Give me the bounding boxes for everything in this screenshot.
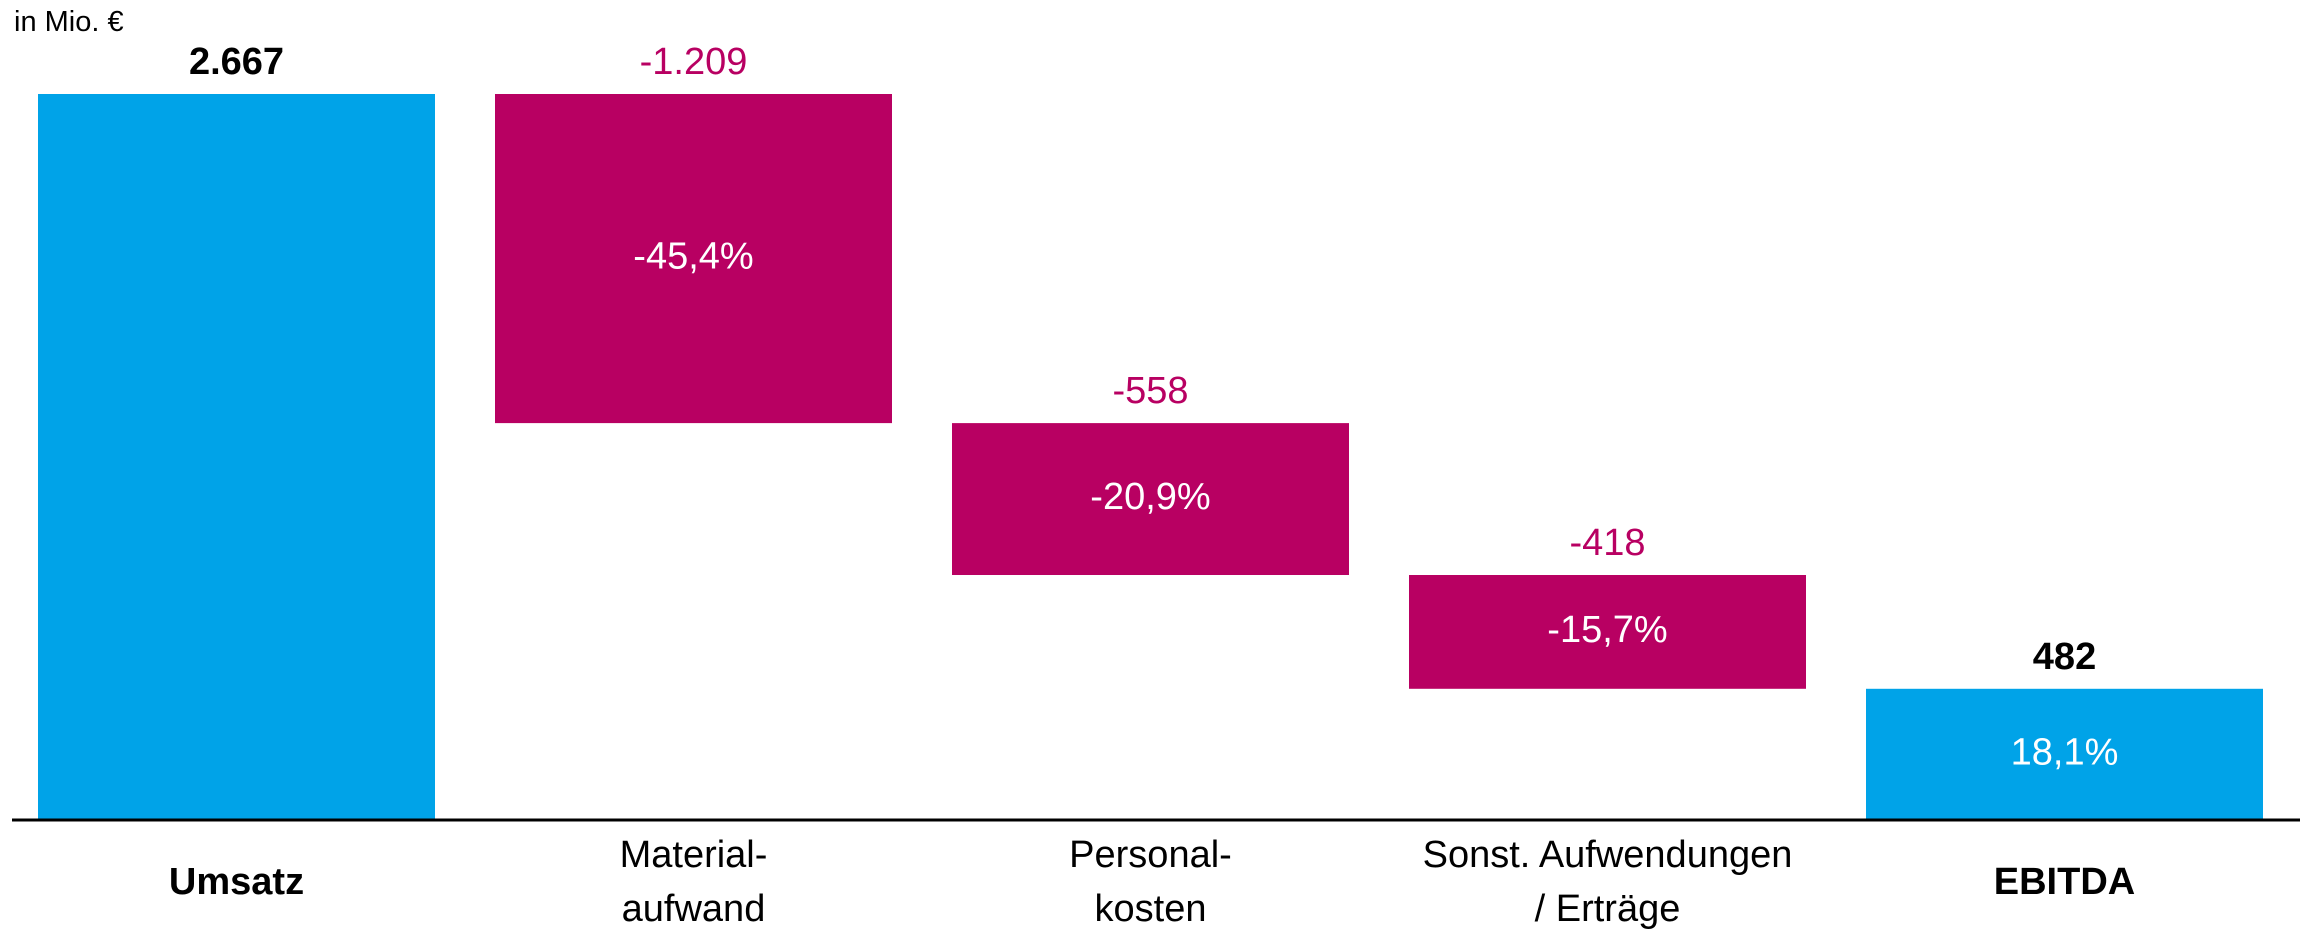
bar [38,94,435,820]
value-label: -418 [1569,522,1645,564]
share-label: -20,9% [1090,476,1210,518]
share-label: -45,4% [633,236,753,278]
bar [1866,688,2263,820]
bar [952,423,1349,576]
category-label: Personal- kosten [1069,834,1232,930]
value-label: 482 [2033,636,2096,678]
bar [1409,575,1806,689]
category-label: EBITDA [1993,861,2136,903]
value-label: 2.667 [189,41,284,83]
share-label: 18,1% [2011,731,2119,773]
bar [495,94,892,424]
category-label: Material- aufwand [619,834,768,930]
share-label: -15,7% [1547,609,1667,651]
unit-label: in Mio. € [14,6,124,38]
value-label: -1.209 [640,41,748,83]
category-label: Sonst. Aufwendungen / Erträge [1422,834,1793,930]
category-label: Umsatz [168,861,305,903]
value-label: -558 [1112,370,1188,412]
